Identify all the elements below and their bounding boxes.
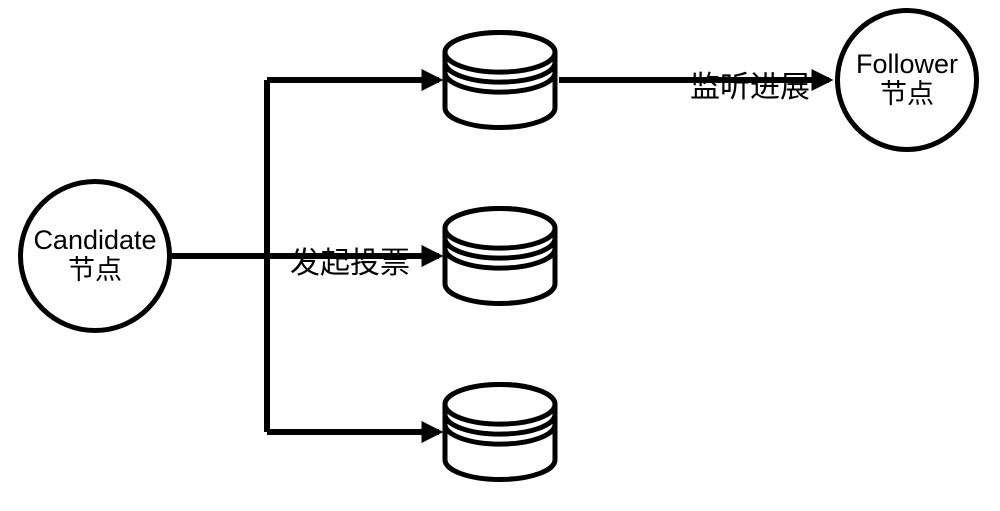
- candidate-label-top: Candidate: [33, 226, 156, 256]
- follower-node: Follower 节点: [835, 8, 979, 152]
- diagram-canvas: Candidate 节点 Follower 节点 发起投票 监听进展: [0, 0, 1000, 511]
- candidate-label-bottom: 节点: [68, 256, 122, 286]
- follower-label-top: Follower: [856, 50, 958, 80]
- follower-label-bottom: 节点: [880, 80, 934, 110]
- candidate-node: Candidate 节点: [18, 179, 172, 333]
- listen-progress-label: 监听进展: [690, 62, 810, 106]
- initiate-vote-label: 发起投票: [290, 238, 410, 282]
